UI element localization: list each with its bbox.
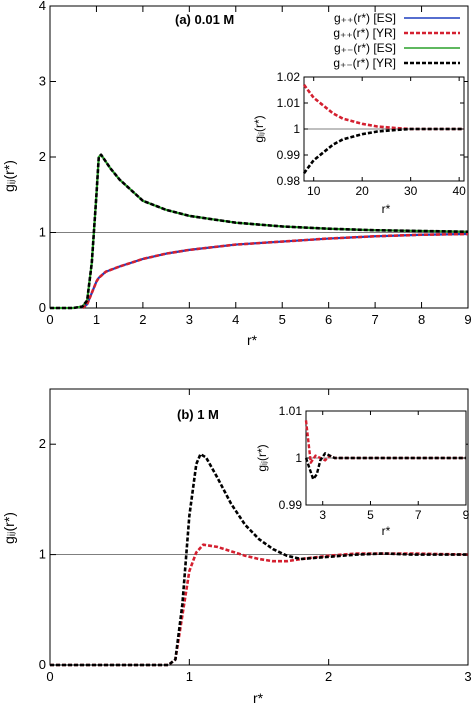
inset-a-xlabel: r* — [382, 202, 391, 216]
legend-entry-label: g₊₋(r*) [ES] — [334, 41, 396, 55]
panel-a-xtick-label: 0 — [46, 312, 53, 327]
panel-b-frame — [49, 388, 469, 666]
panel-a-ylabel: gᵢⱼ(r*) — [1, 160, 17, 192]
inset-b-ytick-label: 0.99 — [279, 498, 303, 512]
panel-a-ytick-label: 0 — [39, 300, 46, 315]
panel-b-series-gpm-yr — [50, 452, 468, 667]
panel-a: (a) 0.01 M r* gᵢⱼ(r*) g₊₊(r*) [ES]g₊₊(r*… — [1, 0, 472, 348]
inset-a-xtick-label: 30 — [404, 184, 418, 198]
panel-b-ytick-label: 1 — [39, 547, 46, 562]
panel-b-series-gpp-yr — [50, 543, 469, 667]
panel-b-xlabel: r* — [253, 690, 264, 706]
inset-a-ylabel: gᵢⱼ(r*) — [252, 115, 266, 142]
panel-a-series-gpp-yr — [81, 232, 469, 310]
panel-a-title: (a) 0.01 M — [175, 12, 234, 27]
panel-a-series-gpm-yr — [50, 153, 469, 310]
legend: g₊₊(r*) [ES]g₊₊(r*) [YR]g₊₋(r*) [ES]g₊₋(… — [333, 11, 460, 70]
panel-a-ytick-label: 4 — [39, 0, 46, 13]
panel-a-xtick-label: 8 — [418, 312, 425, 327]
panel-b-ylabel: gᵢⱼ(r*) — [1, 512, 17, 544]
panel-b-xtick-label: 3 — [464, 669, 471, 684]
inset-b: r* gᵢⱼ(r*) 3 5 7 9 0.99 1 1.01 — [255, 404, 470, 538]
panel-a-xtick-label: 1 — [93, 312, 100, 327]
panel-a-xtick-label: 7 — [371, 312, 378, 327]
inset-b-ytick-label: 1 — [295, 451, 302, 465]
panel-b-xtick-label: 0 — [46, 669, 53, 684]
panel-b-title: (b) 1 M — [177, 407, 219, 422]
inset-b-xtick-label: 7 — [415, 508, 422, 522]
legend-entry-label: g₊₊(r*) [YR] — [333, 26, 396, 40]
panel-a-ytick-label: 1 — [39, 225, 46, 240]
panel-b-xtick-label: 1 — [186, 669, 193, 684]
inset-b-xlabel: r* — [382, 524, 391, 538]
inset-a-xtick-label: 10 — [307, 184, 321, 198]
panel-a-xtick-label: 9 — [464, 312, 471, 327]
inset-a-ytick-label: 0.98 — [277, 174, 301, 188]
inset-b-xtick-label: 3 — [319, 508, 326, 522]
inset-b-ytick-label: 1.01 — [279, 404, 303, 418]
panel-a-xtick-label: 2 — [139, 312, 146, 327]
legend-entry-label: g₊₊(r*) [ES] — [334, 11, 396, 25]
inset-a-ytick-label: 0.99 — [277, 148, 301, 162]
inset-a-xtick-label: 40 — [452, 184, 466, 198]
inset-a-xtick-label: 20 — [356, 184, 370, 198]
inset-b-xtick-label: 5 — [367, 508, 374, 522]
panel-a-ytick-label: 2 — [39, 149, 46, 164]
inset-b-xtick-label: 9 — [463, 508, 470, 522]
inset-a-ytick-label: 1.01 — [277, 96, 301, 110]
inset-a-series-gpm-yr — [302, 127, 464, 174]
panel-b-ytick-label: 0 — [39, 657, 46, 672]
panel-a-xtick-label: 3 — [186, 312, 193, 327]
panel-b-ytick-label: 2 — [39, 436, 46, 451]
inset-b-series-gpm-yr — [304, 452, 466, 481]
panel-a-ytick-label: 3 — [39, 74, 46, 89]
panel-a-xtick-label: 6 — [325, 312, 332, 327]
panel-a-xlabel: r* — [247, 332, 258, 348]
panel-a-series-gpp-es — [81, 232, 469, 309]
panel-b: (b) 1 M r* gᵢⱼ(r*) 0 1 2 3 0 1 2 — [1, 388, 472, 706]
inset-a-ytick-label: 1.02 — [277, 70, 301, 84]
inset-b-ylabel: gᵢⱼ(r*) — [255, 444, 269, 471]
inset-a-ytick-label: 1 — [293, 122, 300, 136]
panel-b-xtick-label: 2 — [325, 669, 332, 684]
panel-a-xtick-label: 4 — [232, 312, 239, 327]
inset-a-series-gpp-yr — [302, 84, 464, 131]
panel-a-xtick-label: 5 — [279, 312, 286, 327]
legend-entry-label: g₊₋(r*) [YR] — [333, 56, 396, 70]
inset-a: r* gᵢⱼ(r*) 10 20 30 40 0.98 0.99 1 1.01 1.02 — [252, 70, 466, 216]
